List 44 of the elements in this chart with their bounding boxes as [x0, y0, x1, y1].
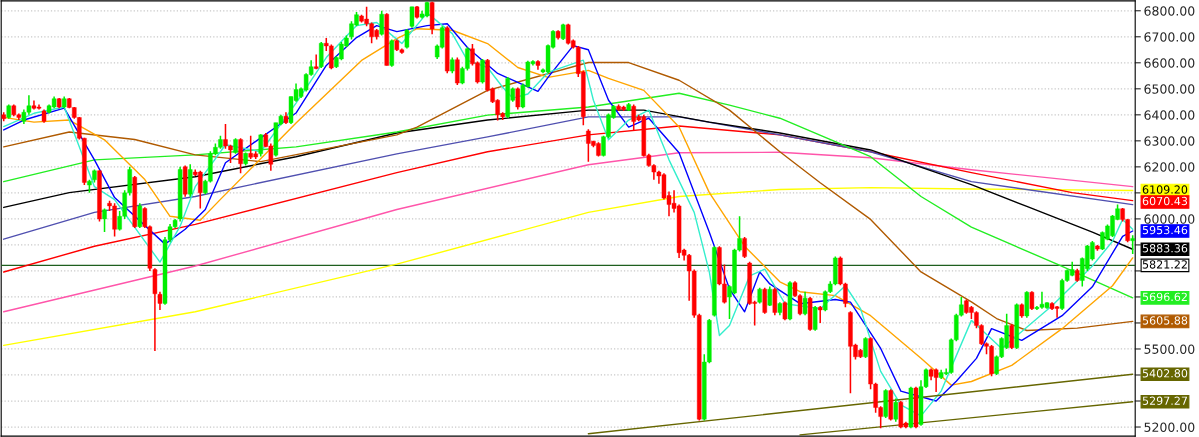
candlestick: [313, 53, 319, 71]
candlestick: [258, 133, 263, 158]
candlestick: [1029, 290, 1035, 311]
candlestick: [762, 287, 767, 315]
candlestick: [102, 207, 107, 233]
candlestick: [1024, 290, 1030, 319]
y-tick-label: 6000.00: [1144, 214, 1195, 224]
y-tick-label: 5500.00: [1144, 344, 1195, 354]
y-tick-label: 6600.00: [1144, 58, 1195, 68]
data-label: 6070.43: [1142, 196, 1188, 206]
candlestick: [1009, 323, 1014, 350]
y-tick-label: 6200.00: [1144, 162, 1195, 172]
candlestick: [863, 336, 868, 359]
data-label: 6109.20: [1142, 185, 1188, 194]
data-label: 5953.46: [1142, 225, 1188, 235]
y-tick-label: 6300.00: [1144, 136, 1195, 146]
data-label: 5297.27: [1142, 396, 1187, 405]
ref-line-label: 5821.22: [1142, 260, 1187, 269]
candlestick: [1130, 234, 1135, 255]
candlestick: [379, 9, 384, 37]
y-tick-label: 6800.00: [1144, 6, 1195, 16]
line-series: [3, 61, 1134, 332]
candlestick: [742, 236, 747, 259]
data-label: 5402.80: [1142, 369, 1188, 378]
y-tick-label: 6700.00: [1144, 32, 1195, 42]
candlestick: [772, 287, 778, 316]
candlestick: [319, 41, 324, 69]
data-label: 5696.62: [1142, 292, 1187, 302]
line-series: [3, 92, 1134, 299]
candlestick: [812, 305, 818, 332]
data-label: 5883.36: [1142, 244, 1188, 253]
candlestick: [455, 56, 460, 86]
candlestick: [817, 305, 823, 324]
candlestick: [893, 397, 899, 423]
candlestick: [480, 58, 485, 85]
candlestick: [409, 6, 415, 29]
candlestick: [137, 202, 143, 229]
data-label: 5605.88: [1142, 316, 1188, 325]
candlestick: [802, 290, 808, 316]
y-tick-label: 5200.00: [1144, 422, 1195, 432]
line-series: [3, 151, 1134, 313]
y-tick-label: 6500.00: [1144, 84, 1195, 94]
y-tick-label: 6400.00: [1144, 110, 1195, 120]
line-series: [3, 186, 1134, 347]
